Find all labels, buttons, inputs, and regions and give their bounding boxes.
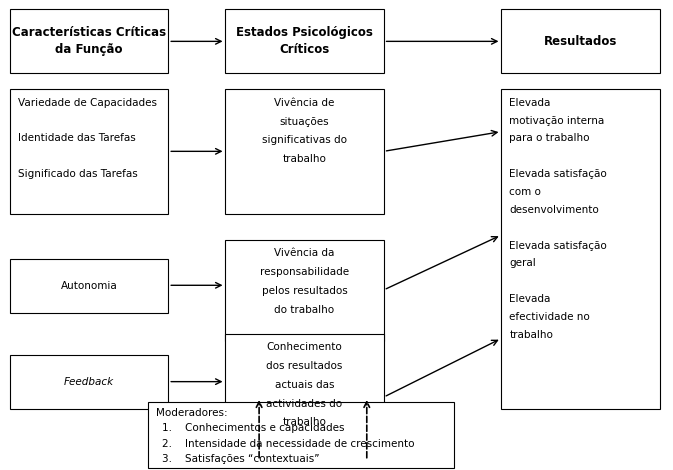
- Text: Autonomia: Autonomia: [61, 281, 118, 290]
- Text: Variedade de Capacidades: Variedade de Capacidades: [18, 98, 157, 108]
- Text: actuais das: actuais das: [275, 380, 334, 390]
- Text: Elevada satisfação: Elevada satisfação: [509, 169, 607, 179]
- Text: Conhecimento: Conhecimento: [267, 342, 343, 352]
- Text: 2.    Intensidade da necessidade de crescimento: 2. Intensidade da necessidade de crescim…: [162, 439, 414, 449]
- Text: com o: com o: [509, 187, 541, 197]
- FancyBboxPatch shape: [10, 89, 168, 214]
- Text: trabalho: trabalho: [283, 154, 326, 164]
- Text: Características Críticas
da Função: Características Críticas da Função: [12, 26, 166, 56]
- Text: significativas do: significativas do: [262, 135, 347, 145]
- Text: Identidade das Tarefas: Identidade das Tarefas: [18, 133, 136, 143]
- FancyBboxPatch shape: [10, 355, 168, 409]
- Text: responsabilidade: responsabilidade: [260, 267, 349, 277]
- Text: desenvolvimento: desenvolvimento: [509, 205, 599, 215]
- Text: dos resultados: dos resultados: [267, 361, 343, 371]
- Text: efectividade no: efectividade no: [509, 312, 590, 322]
- Text: trabalho: trabalho: [509, 330, 553, 340]
- Text: Elevada satisfação: Elevada satisfação: [509, 241, 607, 251]
- Text: para o trabalho: para o trabalho: [509, 133, 590, 143]
- FancyBboxPatch shape: [225, 334, 384, 461]
- Text: 3.    Satisfações “contextuais”: 3. Satisfações “contextuais”: [162, 454, 319, 464]
- Text: Resultados: Resultados: [544, 35, 617, 47]
- FancyBboxPatch shape: [501, 9, 660, 73]
- Text: Significado das Tarefas: Significado das Tarefas: [18, 169, 138, 179]
- Text: Elevada: Elevada: [509, 294, 551, 304]
- Text: Elevada: Elevada: [509, 98, 551, 108]
- FancyBboxPatch shape: [10, 9, 168, 73]
- FancyBboxPatch shape: [148, 402, 454, 468]
- Text: Estados Psicológicos
Críticos: Estados Psicológicos Críticos: [236, 26, 373, 56]
- Text: do trabalho: do trabalho: [275, 305, 334, 314]
- Text: Vivência da: Vivência da: [275, 248, 334, 258]
- Text: geral: geral: [509, 258, 536, 268]
- FancyBboxPatch shape: [501, 89, 660, 409]
- Text: 1.    Conhecimentos e capacidades: 1. Conhecimentos e capacidades: [162, 423, 344, 433]
- Text: actividades do: actividades do: [267, 399, 343, 408]
- Text: Vivência de: Vivência de: [275, 98, 334, 108]
- Text: pelos resultados: pelos resultados: [262, 286, 347, 296]
- FancyBboxPatch shape: [225, 9, 384, 73]
- Text: trabalho: trabalho: [283, 417, 326, 427]
- FancyBboxPatch shape: [225, 89, 384, 214]
- Text: motivação interna: motivação interna: [509, 116, 605, 125]
- Text: situações: situações: [280, 117, 329, 126]
- FancyBboxPatch shape: [225, 240, 384, 341]
- Text: Moderadores:: Moderadores:: [156, 408, 227, 418]
- FancyBboxPatch shape: [10, 258, 168, 313]
- Text: Feedback: Feedback: [64, 377, 114, 387]
